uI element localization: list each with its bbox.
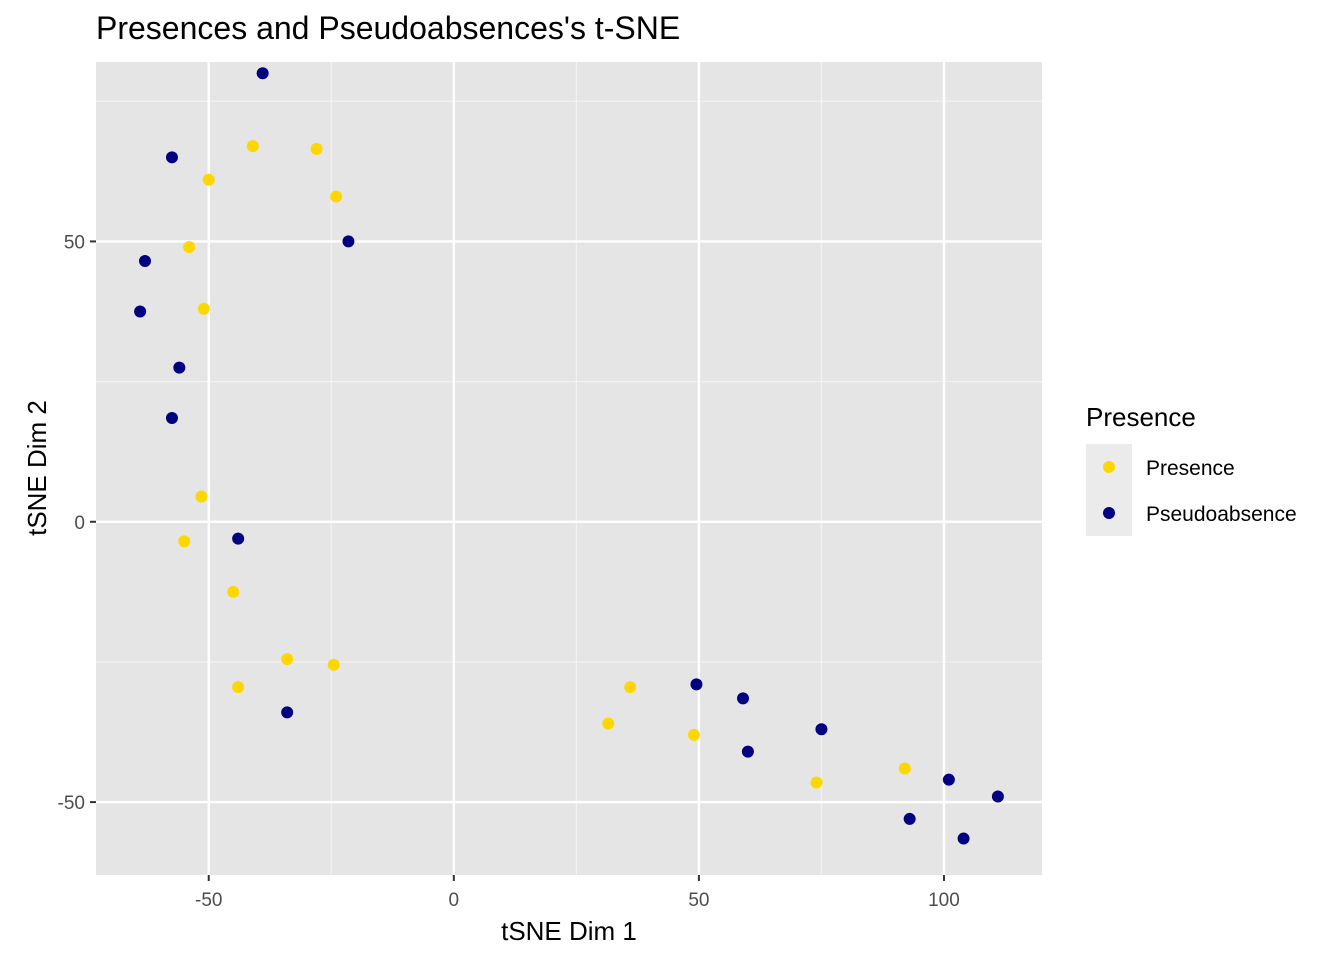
plot-panel	[96, 62, 1042, 875]
pseudoabsence-point	[281, 706, 294, 719]
x-tick-label: 0	[449, 890, 460, 911]
pseudoabsence-point	[165, 412, 178, 425]
pseudoabsence-point	[256, 67, 269, 80]
y-tick-label: 50	[64, 232, 85, 253]
y-tick-label: 0	[74, 513, 85, 534]
presence-point	[202, 173, 215, 186]
x-tick-label: -50	[195, 890, 222, 911]
pseudoabsence-point	[741, 745, 754, 758]
presence-point	[687, 728, 700, 741]
legend-items: Presence Pseudoabsence	[1086, 444, 1297, 536]
y-axis-title: tSNE Dim 2	[22, 400, 52, 536]
pseudoabsence-point	[690, 678, 703, 691]
major-gridlines	[96, 62, 1042, 875]
legend-label-pseudoabsence: Pseudoabsence	[1146, 503, 1297, 526]
presence-point	[197, 302, 210, 315]
minor-gridlines	[96, 62, 1042, 875]
presence-point	[246, 140, 259, 153]
presence-point	[310, 142, 323, 155]
x-tick-label: 50	[688, 890, 709, 911]
presence-point	[624, 681, 637, 694]
pseudoabsence-point	[232, 532, 245, 545]
pseudoabsence-point	[134, 305, 147, 318]
pseudoabsence-point	[815, 723, 828, 736]
presence-point	[183, 241, 196, 254]
presence-point	[810, 776, 823, 789]
y-axis-ticks: -50 0 50	[58, 232, 96, 814]
x-axis-ticks: -50 0 50 100	[195, 875, 960, 911]
legend-key-background	[1086, 444, 1132, 536]
legend-key-pseudoabsence	[1103, 507, 1115, 519]
pseudoabsence-point	[903, 812, 916, 825]
legend-key-presence	[1103, 461, 1115, 473]
presence-point	[281, 653, 294, 666]
legend-label-presence: Presence	[1146, 457, 1235, 480]
presence-point	[195, 490, 208, 503]
presence-point	[898, 762, 911, 775]
pseudoabsence-point	[342, 235, 355, 248]
presence-point	[602, 717, 615, 730]
presence-point	[178, 535, 191, 548]
legend-title: Presence	[1086, 402, 1196, 432]
pseudoabsence-point	[173, 361, 186, 374]
presence-point	[227, 585, 240, 598]
pseudoabsence-point	[165, 151, 178, 164]
y-tick-label: -50	[58, 793, 85, 814]
presence-point	[232, 681, 245, 694]
presence-point	[327, 658, 340, 671]
pseudoabsence-point	[139, 255, 152, 268]
x-axis-title: tSNE Dim 1	[501, 916, 637, 946]
pseudoabsence-point	[737, 692, 750, 705]
pseudoabsence-point	[991, 790, 1004, 803]
legend: Presence Presence Pseudoabsence	[1086, 402, 1297, 536]
presence-point	[330, 190, 343, 203]
data-points	[134, 67, 1004, 845]
pseudoabsence-point	[957, 832, 970, 845]
chart-title: Presences and Pseudoabsences's t-SNE	[96, 10, 680, 46]
pseudoabsence-point	[942, 773, 955, 786]
x-tick-label: 100	[928, 890, 960, 911]
